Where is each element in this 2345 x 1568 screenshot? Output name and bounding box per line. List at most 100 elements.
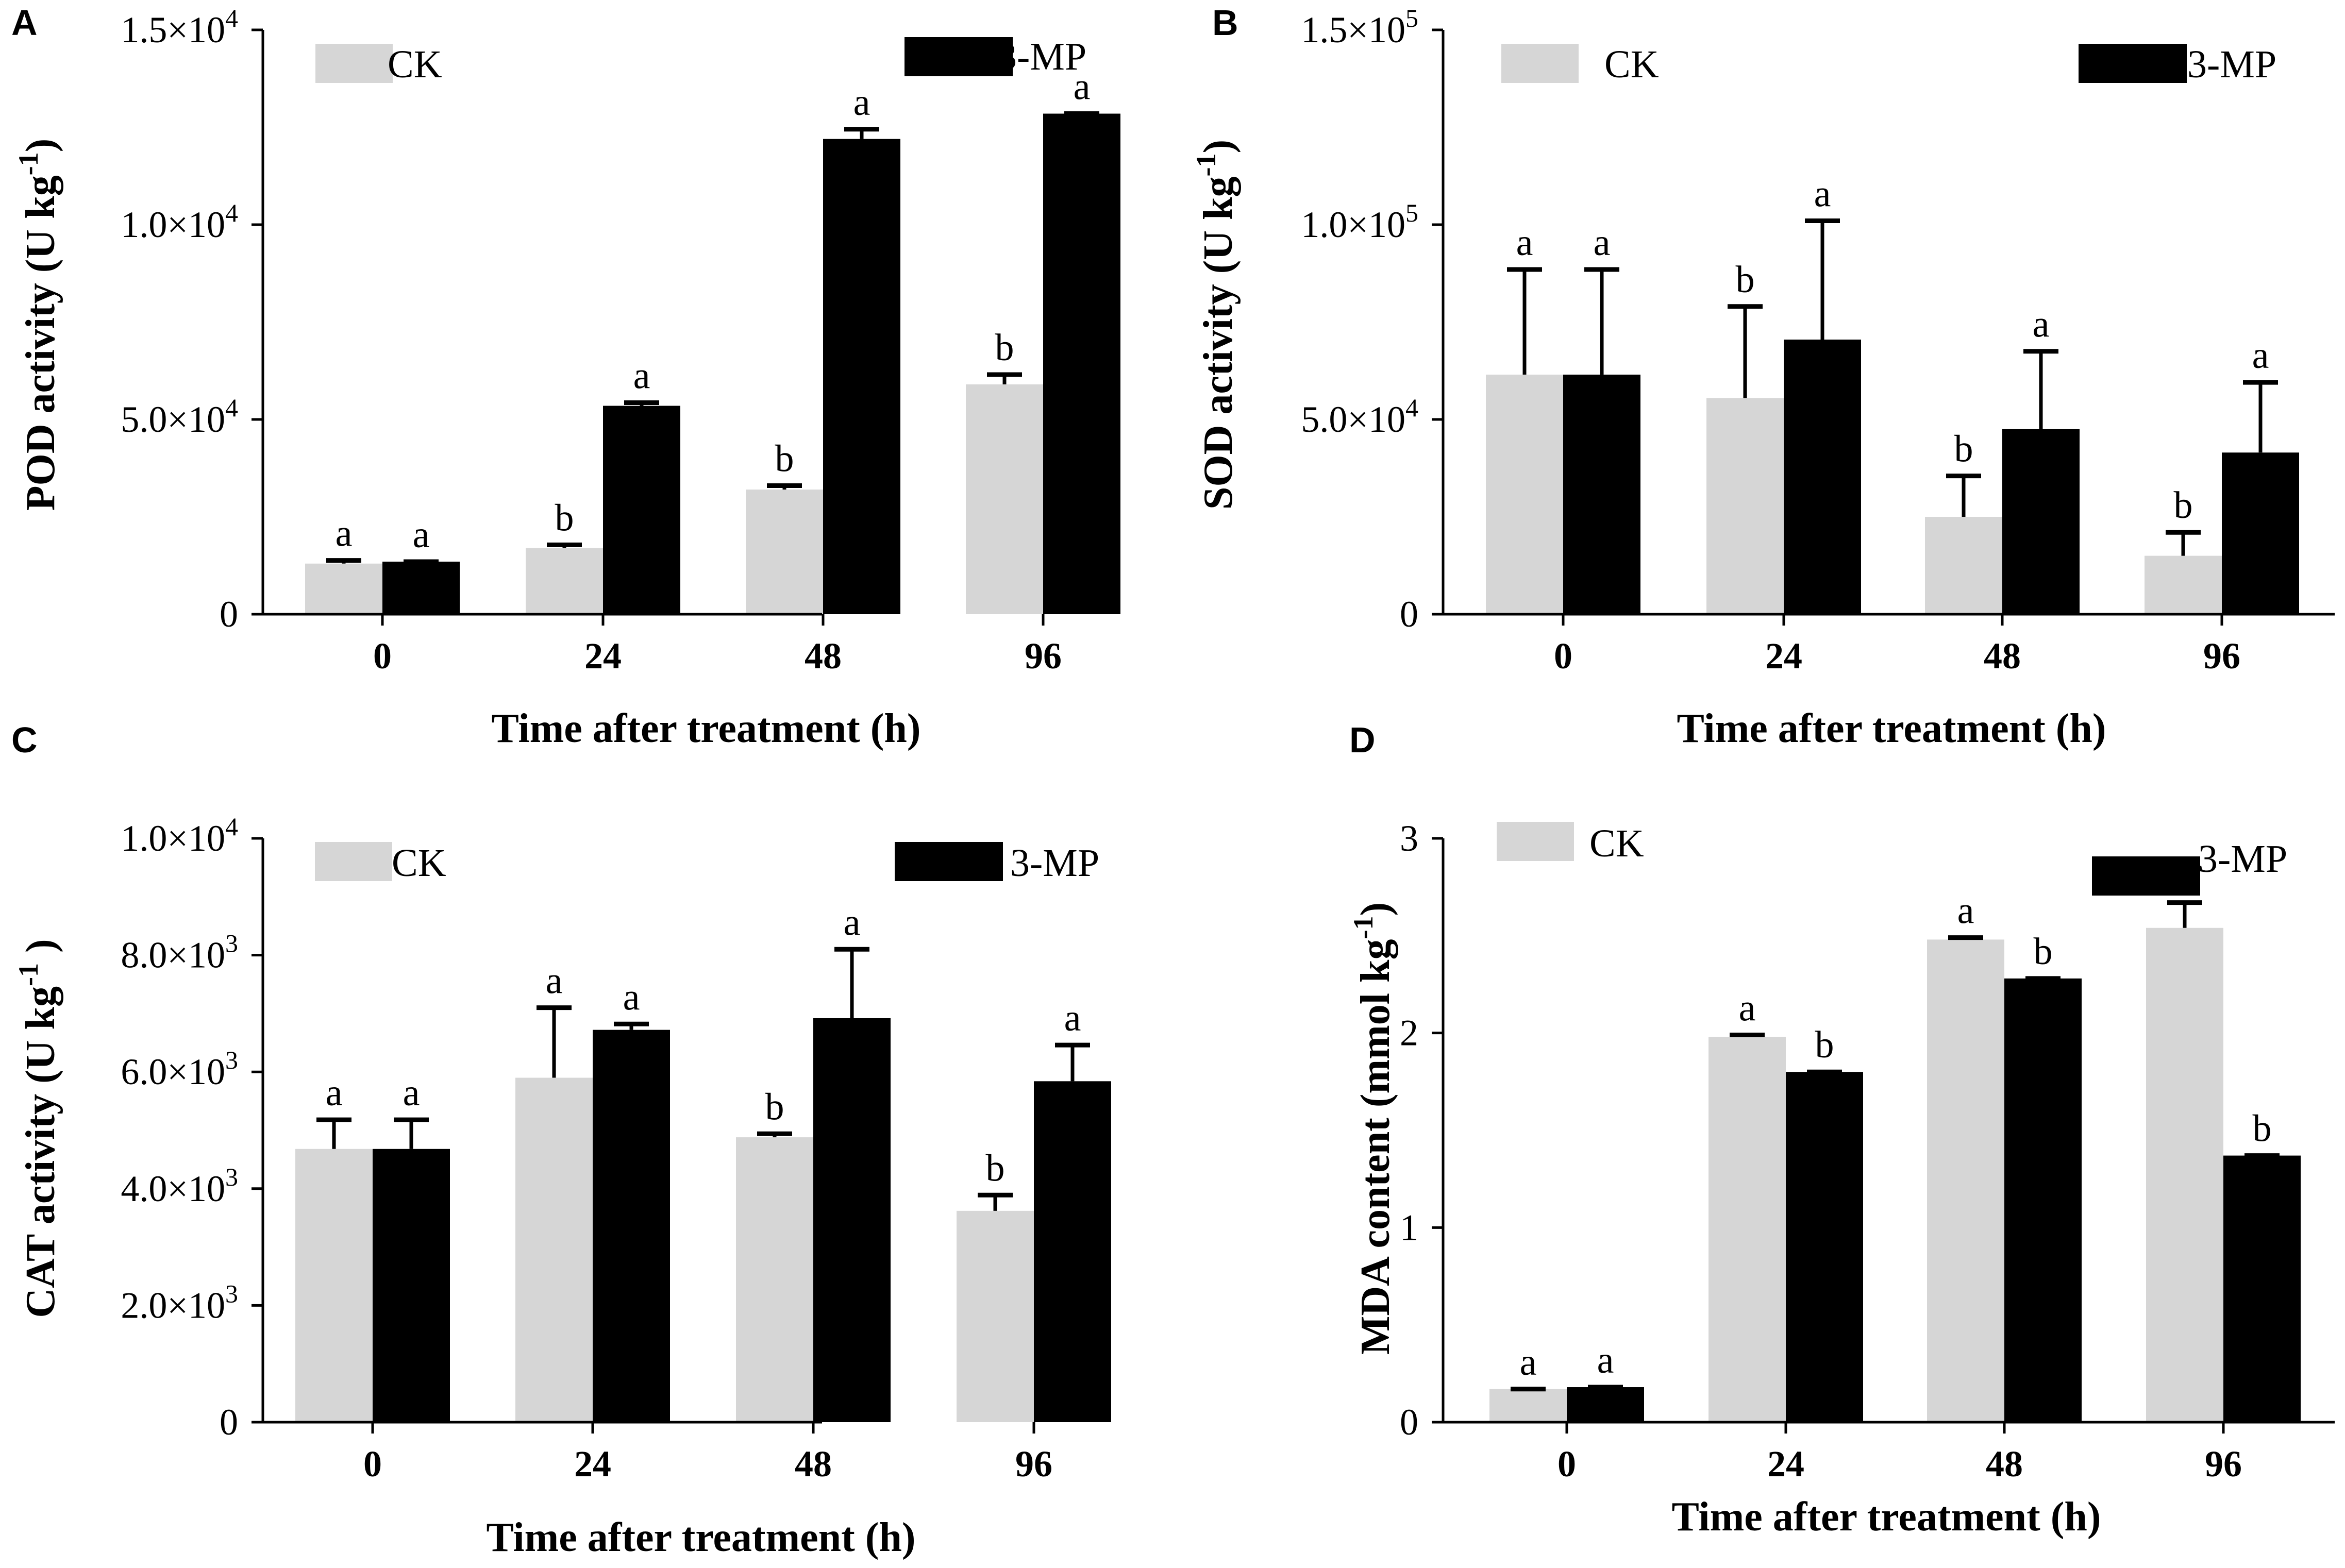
sig-letter-3mp-48h: a: [853, 81, 870, 124]
legend-label-3mp: 3-MP: [2187, 43, 2276, 86]
x-tick-label: 96: [2203, 635, 2240, 677]
y-tick-label: 1.5×105: [1301, 4, 1418, 50]
error-bar-ck-24h: [547, 542, 582, 548]
error-bar-ck-48h: [757, 1131, 792, 1138]
error-bar-3mp-0h: [1584, 267, 1619, 375]
sig-letter-3mp-48h: a: [2033, 304, 2050, 346]
bar-3mp-96h: [2222, 452, 2299, 614]
sig-letter-3mp-0h: a: [413, 514, 430, 556]
x-tick-label: 24: [574, 1443, 611, 1485]
bar-ck-48h: [736, 1137, 813, 1422]
bar-3mp-0h: [1567, 1387, 1644, 1422]
error-bar-ck-48h: [1948, 935, 1983, 940]
legend: CK 3-MP: [315, 841, 1099, 885]
sig-letter-ck-24h: b: [555, 497, 574, 539]
sig-letter-ck-48h: b: [1954, 428, 1973, 470]
bar-3mp-24h: [603, 406, 680, 614]
sig-letter-3mp-24h: a: [1814, 173, 1831, 215]
error-bar-ck-24h: [1730, 1032, 1765, 1037]
x-axis-title: Time after treatment (h): [1671, 1494, 2101, 1540]
sig-letter-ck-96h: b: [986, 1147, 1005, 1189]
sig-letter-ck-48h: b: [765, 1086, 784, 1128]
error-bar-ck-24h: [537, 1005, 572, 1078]
sig-letter-ck-96h: b: [2174, 484, 2193, 527]
error-bar-3mp-48h: [834, 947, 869, 1018]
error-bar-3mp-0h: [394, 1117, 429, 1149]
bar-ck-0h: [295, 1149, 373, 1422]
bar-ck-48h: [1925, 517, 2002, 614]
legend-swatch-3mp: [2079, 44, 2187, 83]
bar-3mp-48h: [2004, 978, 2082, 1422]
legend-label-ck: CK: [392, 841, 446, 885]
bar-ck-96h: [957, 1210, 1034, 1422]
bar-3mp-48h: [2002, 429, 2080, 614]
y-tick-label: 5.0×104: [1301, 393, 1418, 440]
error-bar-ck-96h: [2167, 900, 2202, 928]
sig-letter-3mp-0h: a: [1597, 1339, 1614, 1381]
error-bar-3mp-24h: [624, 400, 659, 406]
x-tick-label: 0: [1554, 635, 1572, 677]
y-tick-label: 0: [220, 1402, 238, 1443]
sig-letter-3mp-48h: a: [844, 901, 861, 943]
x-tick-label: 24: [584, 635, 622, 677]
x-tick-label: 48: [795, 1443, 832, 1485]
panel-letter: D: [1349, 720, 1376, 760]
sig-letter-3mp-0h: a: [403, 1072, 420, 1114]
y-tick-label: 2: [1400, 1013, 1418, 1054]
y-tick-label: 1.5×104: [121, 4, 238, 50]
sig-letter-ck-48h: a: [1957, 890, 1974, 932]
error-bar-ck-0h: [1507, 267, 1542, 375]
sig-letter-3mp-96h: a: [2252, 334, 2269, 377]
error-bar-ck-0h: [316, 1117, 351, 1149]
legend-label-3mp: 3-MP: [997, 35, 1086, 78]
x-axis-title: Time after treatment (h): [486, 1515, 915, 1560]
sig-letter-ck-24h: b: [1736, 259, 1755, 301]
legend-swatch-ck: [1497, 822, 1574, 861]
x-tick-label: 48: [805, 635, 842, 677]
bar-3mp-24h: [1784, 340, 1861, 614]
y-tick-label: 0: [1400, 594, 1418, 635]
legend-swatch-3mp: [904, 37, 1013, 76]
sig-letter-3mp-48h: b: [2034, 931, 2053, 973]
y-tick-label: 1.0×104: [121, 812, 238, 859]
x-tick-label: 0: [373, 635, 392, 677]
bar-3mp-0h: [373, 1149, 450, 1422]
bar-3mp-96h: [1043, 113, 1120, 615]
legend: CK 3-MP: [315, 35, 1086, 86]
y-tick-label: 1.0×105: [1301, 198, 1418, 245]
error-bar-3mp-96h: [1055, 1042, 1090, 1082]
y-tick-label: 8.0×103: [121, 929, 238, 976]
chart-panel-c: Ca a b b a a a a 0 2.0×103 4.0×103 6.0×103 8.0×103 1.…: [11, 720, 1111, 1560]
bar-ck-24h: [1706, 398, 1784, 614]
y-tick-label: 5.0×104: [121, 393, 238, 440]
bar-3mp-0h: [1563, 375, 1640, 614]
y-tick-label: 4.0×103: [121, 1162, 238, 1209]
x-tick-label: 96: [1025, 635, 1062, 677]
sig-letter-ck-0h: a: [336, 513, 353, 555]
error-bar-ck-48h: [1946, 474, 1981, 517]
bar-3mp-48h: [823, 139, 900, 614]
x-tick-label: 48: [1986, 1443, 2023, 1485]
legend: CK 3-MP: [1497, 822, 2287, 896]
bar-3mp-96h: [1034, 1081, 1111, 1422]
bar-ck-96h: [2145, 555, 2222, 614]
bar-ck-0h: [305, 563, 382, 614]
bar-ck-96h: [966, 384, 1043, 614]
panel-letter: B: [1212, 3, 1238, 43]
bar-ck-24h: [515, 1077, 593, 1422]
x-tick-label: 0: [363, 1443, 382, 1485]
y-axis-title: POD activity (U kg-1): [13, 139, 63, 511]
legend-swatch-3mp: [895, 842, 1003, 881]
legend-label-ck: CK: [388, 43, 442, 86]
legend-label-3mp: 3-MP: [2198, 837, 2287, 881]
y-axis-title: CAT activity (U kg-1 ): [13, 939, 63, 1318]
y-tick-label: 0: [1400, 1402, 1418, 1443]
error-bar-3mp-24h: [614, 1021, 649, 1030]
sig-letter-ck-0h: a: [1516, 222, 1533, 264]
y-tick-label: 6.0×103: [121, 1046, 238, 1092]
legend-label-ck: CK: [1589, 822, 1644, 865]
x-tick-label: 96: [2205, 1443, 2242, 1485]
bar-3mp-0h: [382, 561, 460, 614]
legend-label-ck: CK: [1604, 43, 1659, 86]
error-bar-3mp-48h: [2023, 349, 2058, 429]
